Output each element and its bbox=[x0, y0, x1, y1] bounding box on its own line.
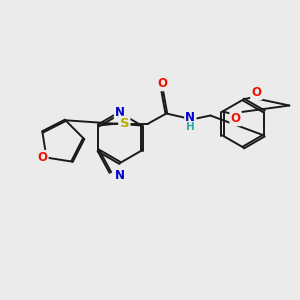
Text: N: N bbox=[115, 106, 125, 118]
Text: O: O bbox=[157, 77, 167, 90]
Text: O: O bbox=[231, 112, 241, 125]
Text: N: N bbox=[185, 111, 195, 124]
Text: O: O bbox=[38, 151, 47, 164]
Text: O: O bbox=[251, 86, 261, 99]
Text: N: N bbox=[115, 169, 125, 182]
Text: H: H bbox=[186, 122, 195, 133]
Text: S: S bbox=[119, 117, 129, 130]
